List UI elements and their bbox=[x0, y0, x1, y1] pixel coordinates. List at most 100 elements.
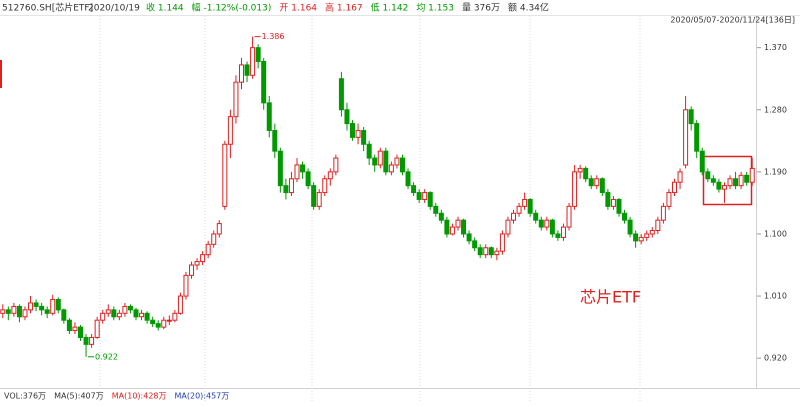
candle-body bbox=[422, 192, 428, 200]
candle-body bbox=[466, 233, 472, 242]
candle-body bbox=[72, 326, 78, 332]
side-marker bbox=[0, 60, 2, 88]
candle-body bbox=[416, 192, 422, 200]
candle-body bbox=[749, 167, 755, 183]
candle-body bbox=[461, 219, 467, 235]
candle-body bbox=[411, 185, 417, 194]
candle-body bbox=[377, 150, 383, 166]
y-tick-label: 1.190 bbox=[764, 167, 787, 176]
candle-body bbox=[660, 205, 666, 221]
candle-body bbox=[655, 219, 661, 232]
candle-body bbox=[89, 336, 95, 345]
candle-body bbox=[455, 219, 461, 228]
candle-body bbox=[100, 312, 106, 321]
candle-body bbox=[588, 178, 594, 187]
candle-body bbox=[444, 219, 450, 235]
candle-body bbox=[566, 205, 572, 228]
candle-body bbox=[266, 102, 272, 131]
candle-body bbox=[0, 309, 6, 314]
candle-body bbox=[311, 185, 317, 207]
candle-body bbox=[599, 178, 605, 194]
candle-body bbox=[366, 143, 372, 159]
header-item: 均 1.153 bbox=[416, 2, 454, 14]
candle-body bbox=[5, 309, 11, 314]
candle-body bbox=[238, 64, 244, 83]
candle-body bbox=[44, 309, 50, 314]
candle-body bbox=[122, 305, 128, 314]
candle-body bbox=[677, 171, 683, 183]
candle-body bbox=[727, 178, 733, 187]
candle-body bbox=[227, 116, 233, 145]
candle-body bbox=[399, 157, 405, 173]
candle-body bbox=[694, 123, 700, 152]
candle-body bbox=[372, 157, 378, 166]
candle-body bbox=[350, 123, 356, 138]
candle-body bbox=[11, 305, 17, 314]
candle-body bbox=[177, 295, 183, 314]
candle-body bbox=[127, 305, 133, 311]
y-tick-label: 0.920 bbox=[764, 354, 787, 363]
candle-body bbox=[16, 305, 22, 318]
candle-body bbox=[261, 60, 267, 104]
range-label: 2020/05/07-2020/11/24[136日] bbox=[670, 16, 795, 25]
candle-body bbox=[633, 233, 639, 242]
candle-body bbox=[144, 312, 150, 321]
candle-body bbox=[277, 150, 283, 187]
candle-body bbox=[233, 81, 239, 118]
candle-body bbox=[549, 219, 555, 235]
candle-body bbox=[327, 171, 333, 180]
candle-body bbox=[355, 129, 361, 138]
candle-body bbox=[161, 319, 167, 328]
candle-body bbox=[111, 309, 117, 318]
candle-body bbox=[105, 309, 111, 314]
candle-body bbox=[666, 192, 672, 207]
candle-body bbox=[738, 174, 744, 187]
candle-body bbox=[305, 171, 311, 187]
low-label: 0.922 bbox=[95, 352, 118, 361]
candle-body bbox=[649, 230, 655, 235]
candle-body bbox=[560, 226, 566, 238]
candle-body bbox=[288, 178, 294, 194]
volume-legend-item: MA(5):407万 bbox=[54, 392, 104, 401]
candle-body bbox=[322, 178, 328, 194]
y-tick-label: 1.370 bbox=[764, 43, 787, 52]
candle-body bbox=[438, 212, 444, 221]
candle-body bbox=[622, 212, 628, 221]
candle-body bbox=[150, 319, 156, 325]
candle-body bbox=[155, 323, 161, 328]
candle-body bbox=[250, 47, 256, 76]
candle-body bbox=[638, 236, 644, 242]
candle-body bbox=[472, 240, 478, 249]
candle-body bbox=[744, 174, 750, 183]
candle-body bbox=[505, 219, 511, 235]
candle-body bbox=[222, 143, 228, 207]
candle-body bbox=[116, 312, 122, 318]
candle-body bbox=[283, 185, 289, 194]
candle-body bbox=[494, 250, 500, 256]
y-tick-label: 1.280 bbox=[764, 105, 787, 114]
candle-body bbox=[55, 299, 61, 311]
header-date: 2020/10/19 bbox=[88, 4, 140, 14]
candle-body bbox=[594, 178, 600, 187]
candle-body bbox=[477, 247, 483, 256]
candle-body bbox=[433, 205, 439, 214]
candle-body bbox=[344, 109, 350, 125]
candle-body bbox=[616, 198, 622, 214]
candle-body bbox=[688, 109, 694, 125]
candle-body bbox=[194, 261, 200, 266]
chart-title: 512760.SH[芯片ETF] bbox=[2, 2, 93, 14]
candle-body bbox=[22, 309, 28, 318]
candle-body bbox=[405, 171, 411, 187]
header-item: 额 4.34亿 bbox=[508, 2, 549, 14]
candle-body bbox=[316, 192, 322, 207]
high-label: 1.386 bbox=[262, 32, 285, 41]
candle-body bbox=[77, 326, 83, 338]
header-item: 量 376万 bbox=[462, 3, 500, 14]
candle-body bbox=[533, 212, 539, 221]
candle-body bbox=[555, 233, 561, 238]
candle-body bbox=[50, 299, 56, 314]
candle-body bbox=[710, 178, 716, 183]
header-item: 高 1.167 bbox=[325, 2, 363, 14]
